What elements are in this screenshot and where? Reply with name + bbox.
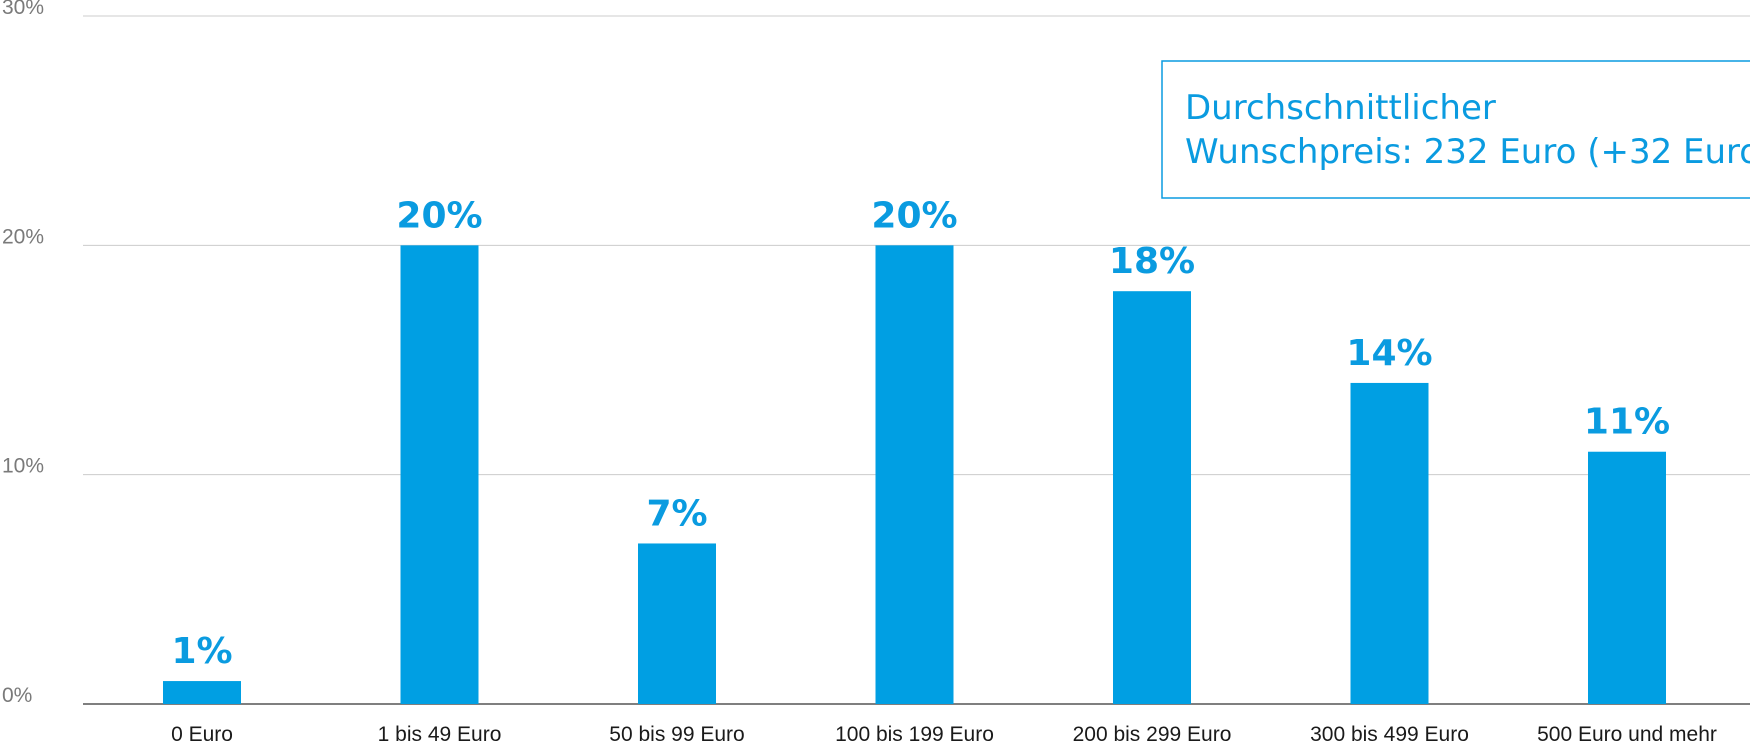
- bar: [163, 681, 241, 704]
- data-label: 20%: [396, 195, 482, 236]
- category-label: 1 bis 49 Euro: [378, 723, 502, 743]
- bar: [1350, 382, 1429, 704]
- bar: [1113, 291, 1191, 704]
- data-label: 11%: [1584, 402, 1670, 443]
- data-label: 7%: [646, 493, 707, 534]
- category-label: 200 bis 299 Euro: [1073, 723, 1232, 743]
- data-label: 20%: [871, 195, 957, 236]
- category-label: 0 Euro: [171, 723, 233, 743]
- bar: [1588, 451, 1666, 704]
- annotation-line-2: Wunschpreis: 232 Euro (+32 Euro): [1185, 132, 1750, 172]
- bars: [163, 245, 1666, 705]
- data-labels: 1% 20% 7% 20% 18% 14% 11%: [171, 195, 1670, 672]
- y-tick-label: 20%: [2, 225, 44, 248]
- bar: [400, 245, 479, 705]
- category-label: 50 bis 99 Euro: [609, 723, 744, 743]
- data-label: 1%: [171, 631, 232, 672]
- annotation-box: Durchschnittlicher Wunschpreis: 232 Euro…: [1161, 60, 1750, 199]
- category-labels: 0 Euro 1 bis 49 Euro 50 bis 99 Euro 100 bis…: [171, 723, 1717, 743]
- y-tick-label: 30%: [2, 0, 44, 19]
- category-label: 100 bis 199 Euro: [835, 723, 994, 743]
- data-label: 14%: [1346, 333, 1432, 374]
- bar: [875, 245, 954, 705]
- y-tick-label: 0%: [2, 684, 32, 707]
- annotation-line-1: Durchschnittlicher: [1185, 88, 1496, 128]
- y-tick-label: 10%: [2, 455, 44, 478]
- data-label: 18%: [1109, 241, 1195, 282]
- annotation-border: [1161, 60, 1750, 199]
- category-label: 500 Euro und mehr: [1537, 723, 1717, 743]
- y-axis-tick-labels: 0% 10% 20% 30%: [2, 0, 44, 707]
- bar: [638, 543, 716, 704]
- category-label: 300 bis 499 Euro: [1310, 723, 1469, 743]
